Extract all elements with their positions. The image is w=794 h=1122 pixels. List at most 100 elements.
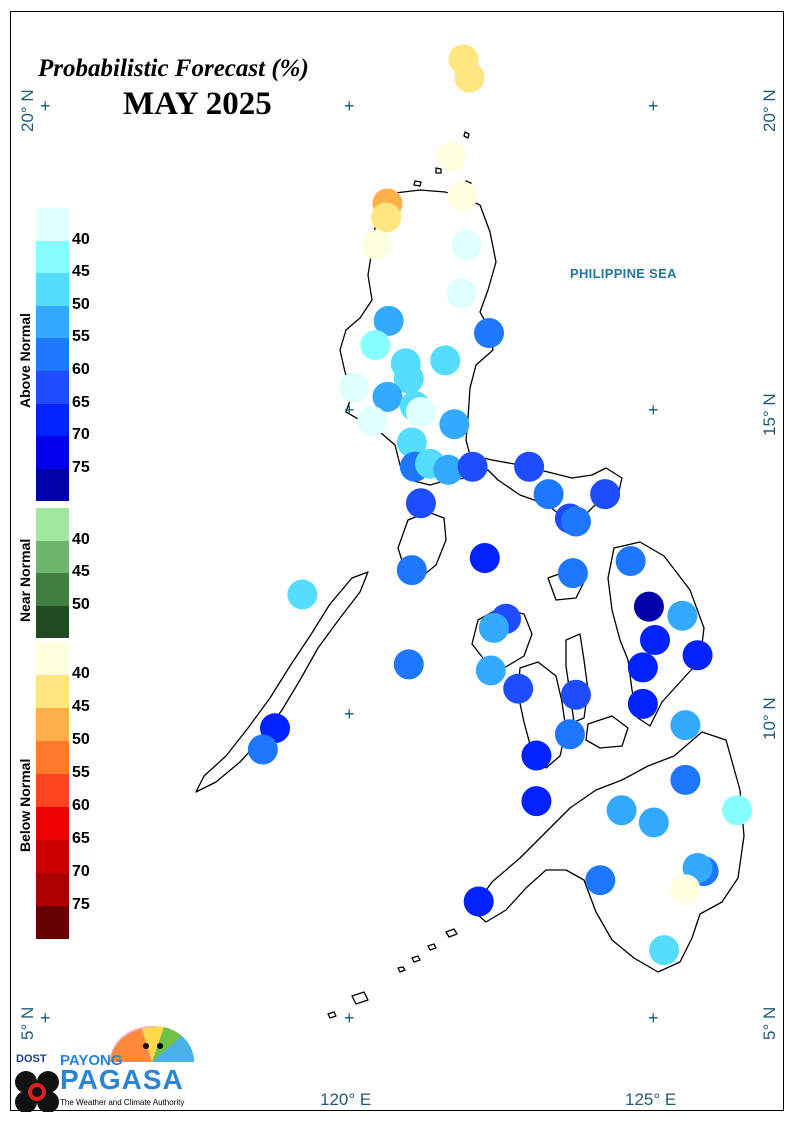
station-marker xyxy=(405,397,436,428)
station-marker xyxy=(670,764,701,795)
graticule-cross: + xyxy=(648,400,659,420)
legend-level-label: 65 xyxy=(72,830,90,847)
station-marker xyxy=(373,305,404,336)
legend-swatch xyxy=(36,338,69,371)
legend-swatch xyxy=(36,708,69,741)
station-marker xyxy=(722,795,753,826)
graticule-cross: + xyxy=(648,1008,659,1028)
lon-label-120: 120° E xyxy=(320,1090,372,1109)
pagasa-logo-graphic xyxy=(15,1026,195,1113)
graticule-cross: + xyxy=(40,1008,51,1028)
legend-swatch xyxy=(36,273,69,306)
station-marker xyxy=(447,181,478,212)
station-marker xyxy=(670,710,701,741)
legend-level-label: 55 xyxy=(72,328,90,346)
lat-label-left-20: 20° N xyxy=(18,89,37,132)
station-marker xyxy=(590,479,621,510)
lat-label-right-20: 20° N xyxy=(760,89,779,132)
graticule-cross: + xyxy=(344,1008,355,1028)
logo-tagline: The Weather and Climate Authority xyxy=(60,1098,185,1107)
legend-swatch xyxy=(36,675,69,708)
station-marker xyxy=(615,546,646,576)
station-marker xyxy=(430,345,461,376)
lat-label-right-15: 15° N xyxy=(760,393,779,436)
legend-level-label: 50 xyxy=(72,731,90,748)
map-subtitle: MAY 2025 xyxy=(123,86,272,122)
station-marker xyxy=(393,649,424,680)
map-frame xyxy=(10,11,784,1111)
legend-swatch xyxy=(36,906,69,939)
station-marker xyxy=(521,740,552,771)
station-marker xyxy=(649,935,680,966)
station-marker xyxy=(396,555,427,586)
station-marker xyxy=(554,719,585,750)
station-marker xyxy=(339,372,370,403)
station-marker xyxy=(640,625,670,656)
legend-level-label: 60 xyxy=(72,797,90,814)
legend-level-label: 75 xyxy=(72,896,90,913)
legend-swatch xyxy=(36,741,69,774)
station-marker xyxy=(474,318,505,348)
station-marker xyxy=(514,451,545,482)
legend-swatch xyxy=(36,605,69,638)
legend-swatch xyxy=(36,403,69,437)
legend-level-label: 55 xyxy=(72,764,90,781)
station-marker xyxy=(627,688,658,719)
legend-level-label: 50 xyxy=(72,595,90,613)
station-marker xyxy=(627,652,658,683)
legend-swatch xyxy=(36,774,69,807)
legend-level-label: 40 xyxy=(72,530,90,548)
station-marker xyxy=(439,409,470,440)
station-marker xyxy=(405,488,436,519)
station-marker xyxy=(433,454,464,485)
station-marker xyxy=(457,451,488,482)
graticule-cross: + xyxy=(40,96,51,116)
station-marker xyxy=(463,886,494,917)
station-marker xyxy=(503,673,534,704)
station-marker xyxy=(560,679,591,710)
legend-below-title: Below Normal xyxy=(17,758,33,852)
sea-label: PHILIPPINE SEA xyxy=(570,266,677,281)
station-marker xyxy=(585,865,616,896)
legend-level-label: 50 xyxy=(72,295,90,313)
legend-swatch xyxy=(36,240,69,274)
legend-swatch xyxy=(36,642,69,675)
legend-swatch xyxy=(36,468,69,502)
legend-level-label: 45 xyxy=(72,263,90,281)
station-marker xyxy=(451,229,482,260)
lat-label-right-5: 5° N xyxy=(760,1006,779,1040)
station-marker xyxy=(372,381,403,412)
legend-level-label: 40 xyxy=(72,665,90,682)
legend-swatch xyxy=(36,840,69,873)
logo-org1: DOST xyxy=(16,1053,47,1065)
station-marker xyxy=(670,874,701,905)
legend-level-label: 60 xyxy=(72,361,90,378)
legend-level-label: 65 xyxy=(72,393,90,411)
station-marker xyxy=(361,229,392,260)
station-marker xyxy=(667,600,698,631)
legend-level-label: 45 xyxy=(72,563,90,580)
station-marker xyxy=(478,612,509,643)
legend-swatch xyxy=(36,540,69,573)
logo-org3: PAGASA xyxy=(60,1064,184,1095)
station-marker xyxy=(454,62,485,93)
legend-level-label: 70 xyxy=(72,426,90,444)
legend-swatch xyxy=(36,208,69,241)
station-marker xyxy=(357,406,388,437)
station-marker xyxy=(560,506,591,537)
station-marker xyxy=(557,558,588,589)
map-title: Probabilistic Forecast (%) xyxy=(38,55,309,82)
station-marker xyxy=(682,640,713,671)
graticule-cross: + xyxy=(344,400,355,420)
legend-swatch xyxy=(36,371,69,404)
legend-swatch xyxy=(36,508,69,541)
legend-swatch xyxy=(36,305,69,339)
legend-swatch xyxy=(36,873,69,906)
graticule-cross: + xyxy=(344,96,355,116)
legend-level-label: 45 xyxy=(72,698,90,715)
station-marker xyxy=(360,330,391,361)
legend-near-title: Near Normal xyxy=(17,538,33,622)
station-marker xyxy=(247,734,278,765)
coastline xyxy=(195,131,745,1019)
